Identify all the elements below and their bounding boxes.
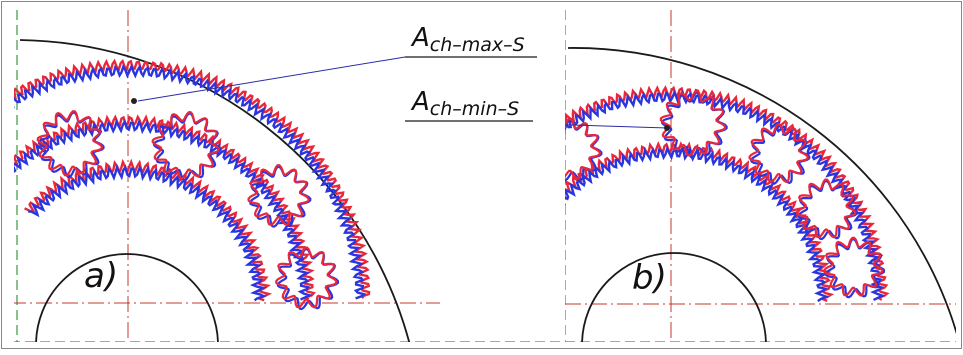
annotation-max-main: A	[410, 23, 430, 53]
svg-text:Ach–max–S: Ach–max–S	[410, 23, 525, 56]
gear-ring-profile	[14, 118, 313, 301]
panel-b	[565, 10, 956, 342]
annotation-min: Ach–min–S	[405, 87, 533, 122]
gear-ring-profile	[565, 89, 886, 301]
planet-gear-profile	[275, 246, 338, 309]
outer-housing-arc	[567, 47, 956, 335]
svg-text:Ach–min–S: Ach–min–S	[410, 87, 519, 120]
center-mark	[664, 125, 670, 131]
planet-gear-profile	[36, 110, 104, 177]
annotation-min-main: A	[410, 87, 430, 117]
planet-gear-profile	[795, 178, 857, 239]
gear-ring-profile	[14, 114, 316, 301]
planet-gear-profile	[247, 164, 310, 226]
figure-frame	[1, 1, 962, 349]
center-mark	[131, 98, 137, 104]
planet-gear-profile	[823, 236, 884, 297]
leader-line-min	[565, 124, 669, 129]
annotation-min-sub: ch–min–S	[430, 98, 519, 120]
gear-ring-profile	[28, 163, 267, 302]
panel-label-a: a)	[84, 256, 118, 296]
annotation-max: Ach–max–S	[405, 23, 537, 58]
panel-label-b: b)	[632, 258, 667, 298]
annotation-max-sub: ch–max–S	[430, 34, 525, 56]
leader-line-max	[137, 56, 406, 102]
planet-gear-profile	[748, 123, 809, 183]
planet-gear-profile	[565, 117, 601, 180]
inner-shaft-circle	[35, 253, 219, 342]
inner-shaft-circle	[581, 252, 767, 342]
panel-a	[14, 10, 565, 342]
planet-gear-profile	[151, 110, 220, 180]
planet-gear-profile	[659, 90, 727, 157]
gear-ring-profile	[565, 145, 830, 303]
gear-ring-profile	[14, 63, 367, 300]
outer-housing-arc	[19, 39, 411, 342]
